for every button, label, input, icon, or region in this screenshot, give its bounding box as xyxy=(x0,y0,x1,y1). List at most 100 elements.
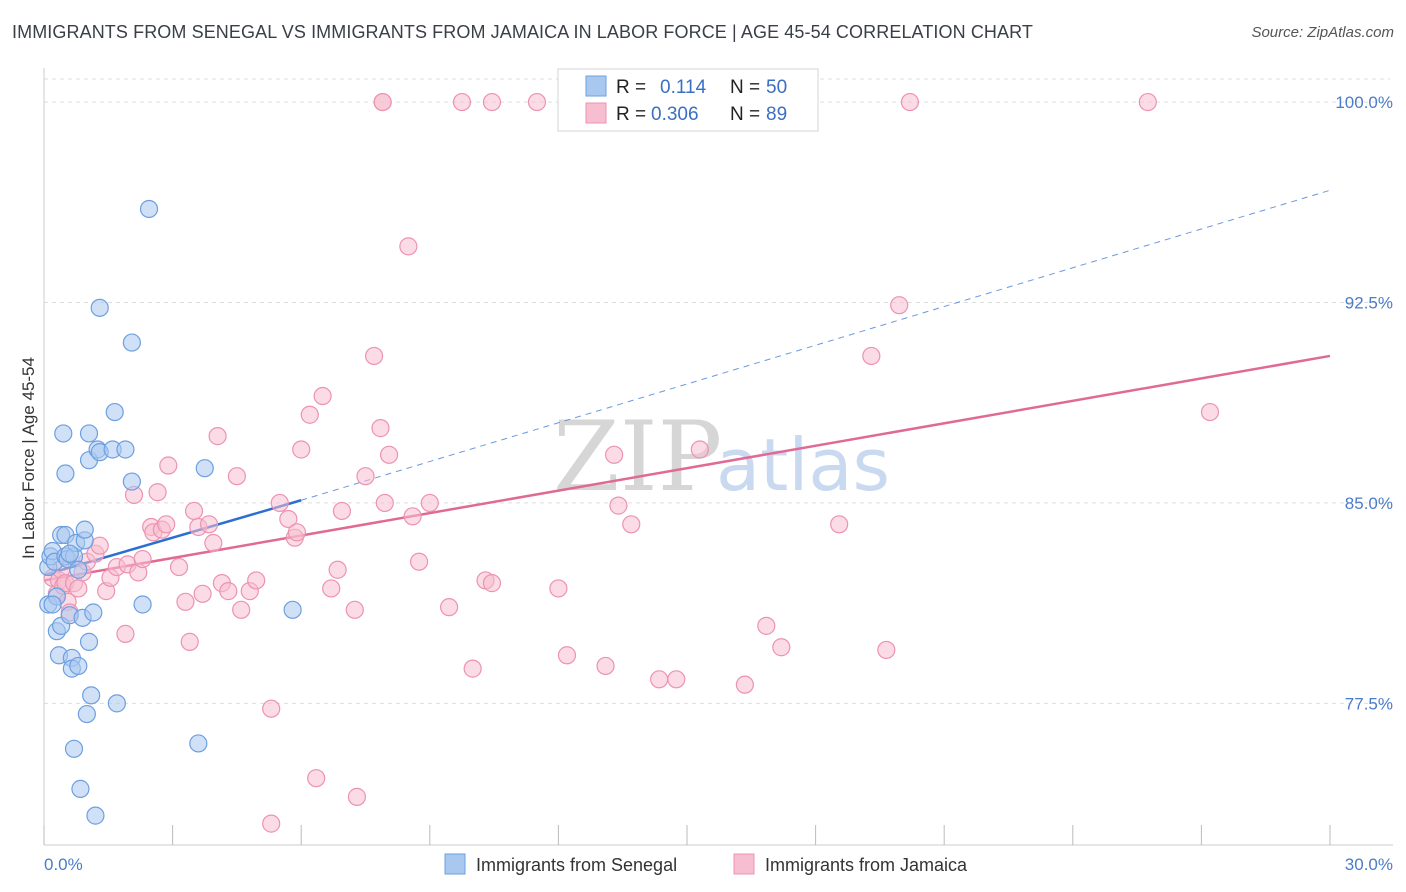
point-jamaica xyxy=(557,646,577,665)
point-jamaica xyxy=(287,523,307,542)
point-senegal xyxy=(64,739,84,758)
point-jamaica xyxy=(208,427,227,446)
chart-title: IMMIGRANTS FROM SENEGAL VS IMMIGRANTS FR… xyxy=(12,22,1033,42)
point-jamaica xyxy=(1200,402,1220,422)
point-senegal xyxy=(195,459,214,478)
point-jamaica xyxy=(364,346,384,366)
point-jamaica xyxy=(609,496,628,515)
point-jamaica xyxy=(347,787,367,806)
watermark: ZIP atlas xyxy=(553,401,890,513)
point-jamaica xyxy=(399,237,418,256)
trend-senegal-extrapolated xyxy=(301,189,1331,501)
point-senegal xyxy=(54,424,73,443)
point-senegal xyxy=(77,704,96,724)
point-jamaica xyxy=(307,769,326,788)
legend-n-value-senegal: 50 xyxy=(766,77,787,98)
point-jamaica xyxy=(482,574,502,593)
point-senegal xyxy=(107,694,126,713)
y-axis-label: In Labor Force | Age 45-54 xyxy=(19,357,38,559)
point-jamaica xyxy=(420,493,439,513)
point-senegal xyxy=(122,472,141,491)
axes xyxy=(43,68,1393,846)
point-senegal xyxy=(69,560,88,579)
point-jamaica xyxy=(596,656,615,676)
y-tick-label: 100.0% xyxy=(1335,93,1393,112)
point-jamaica xyxy=(650,670,669,689)
legend-n-value-jamaica: 89 xyxy=(766,104,787,125)
point-jamaica xyxy=(159,456,178,475)
point-jamaica xyxy=(219,582,238,601)
point-jamaica xyxy=(605,445,624,464)
point-jamaica xyxy=(830,515,849,534)
point-senegal xyxy=(189,734,208,753)
series-jamaica-points xyxy=(43,92,1220,833)
point-jamaica xyxy=(862,346,881,366)
point-jamaica xyxy=(199,515,219,534)
trend-jamaica xyxy=(43,354,1331,582)
point-jamaica xyxy=(356,467,375,486)
point-jamaica xyxy=(772,638,791,657)
point-jamaica xyxy=(227,467,246,486)
point-jamaica xyxy=(300,405,319,424)
point-senegal xyxy=(56,464,75,483)
point-jamaica xyxy=(292,440,311,459)
point-senegal xyxy=(60,544,79,563)
legend-n-label-senegal: N = xyxy=(730,77,760,98)
point-jamaica xyxy=(463,659,482,678)
point-jamaica xyxy=(232,600,251,619)
point-jamaica xyxy=(180,632,199,651)
point-jamaica xyxy=(262,814,281,833)
x-tick-labels: 0.0% 30.0% xyxy=(44,855,1393,874)
point-jamaica xyxy=(279,509,298,529)
point-jamaica xyxy=(133,549,152,569)
bottom-legend-label-jamaica: Immigrants from Jamaica xyxy=(765,855,968,875)
legend-n-label-jamaica: N = xyxy=(730,104,760,125)
point-senegal xyxy=(139,199,159,219)
y-tick-labels: 77.5% 85.0% 92.5% 100.0% xyxy=(1335,93,1393,713)
legend-box: R = 0.114 N = 50 R = 0.306 N = 89 xyxy=(557,68,819,132)
legend-r-value-jamaica: 0.306 xyxy=(651,104,699,125)
point-jamaica xyxy=(757,616,776,635)
point-jamaica xyxy=(877,640,896,660)
point-jamaica xyxy=(148,483,167,502)
point-jamaica xyxy=(332,501,352,521)
point-jamaica xyxy=(169,557,189,577)
point-senegal xyxy=(84,603,103,622)
point-jamaica xyxy=(116,624,135,643)
point-jamaica xyxy=(439,598,459,617)
y-tick-label: 77.5% xyxy=(1345,694,1393,713)
point-senegal xyxy=(71,779,90,798)
legend-r-label-senegal: R = xyxy=(616,77,646,98)
x-tick-label-min: 0.0% xyxy=(44,855,83,874)
point-senegal xyxy=(133,595,152,614)
legend-r-value-senegal: 0.114 xyxy=(660,77,707,98)
point-senegal xyxy=(86,806,105,825)
bottom-legend-swatch-senegal xyxy=(444,853,466,875)
watermark-zip: ZIP xyxy=(553,401,722,513)
point-jamaica xyxy=(403,507,422,526)
point-senegal xyxy=(116,440,135,459)
point-jamaica xyxy=(452,92,472,112)
y-tick-label: 92.5% xyxy=(1345,294,1393,313)
point-jamaica xyxy=(270,493,289,513)
x-tick-label-max: 30.0% xyxy=(1345,855,1393,874)
legend-swatch-jamaica xyxy=(585,102,607,124)
bottom-legend: Immigrants from Senegal Immigrants from … xyxy=(444,853,968,875)
legend-swatch-senegal xyxy=(585,75,607,97)
point-jamaica xyxy=(900,92,920,112)
point-jamaica xyxy=(379,445,399,464)
point-jamaica xyxy=(622,515,641,534)
point-senegal xyxy=(283,600,302,619)
point-senegal xyxy=(122,333,141,352)
watermark-atlas: atlas xyxy=(716,423,890,507)
point-jamaica xyxy=(690,440,709,459)
point-jamaica xyxy=(157,515,176,534)
point-jamaica xyxy=(373,92,392,112)
point-jamaica xyxy=(890,296,909,315)
point-jamaica xyxy=(409,552,429,571)
point-jamaica xyxy=(1138,92,1157,112)
point-jamaica xyxy=(375,493,394,513)
point-jamaica xyxy=(262,699,281,718)
point-senegal xyxy=(75,520,94,539)
